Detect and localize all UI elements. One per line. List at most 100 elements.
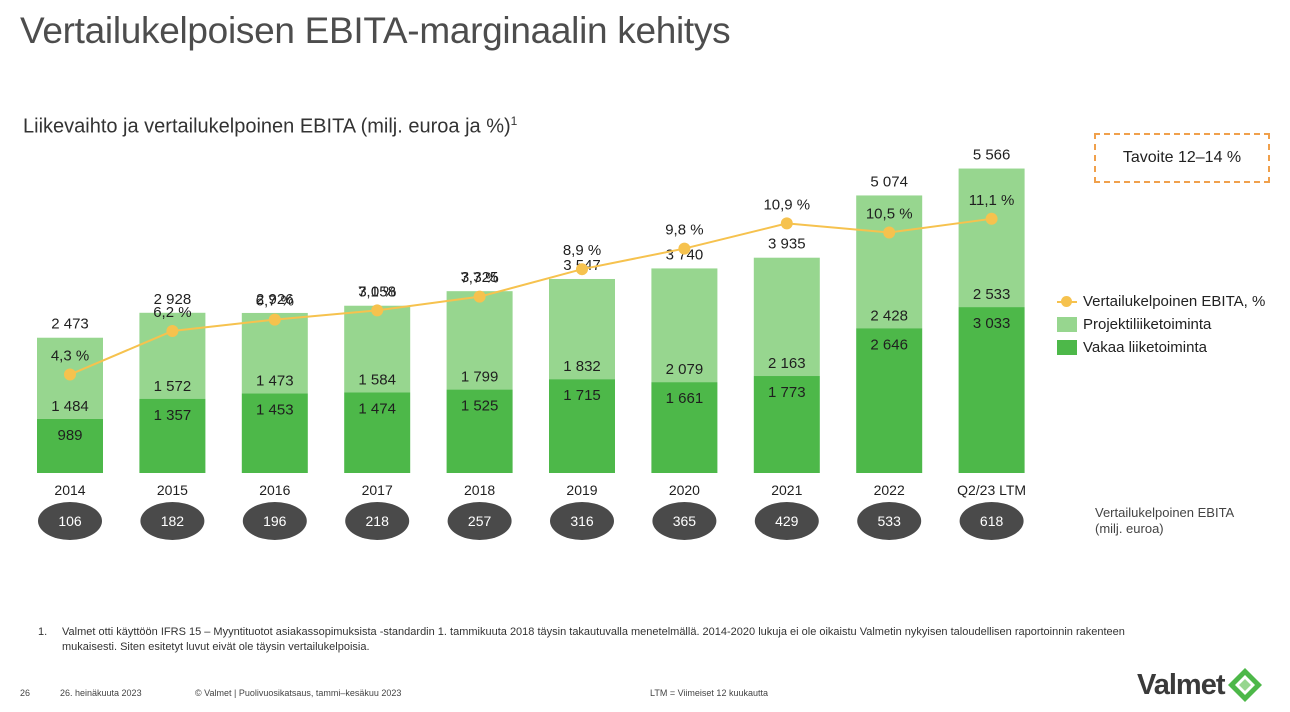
- ebita-label: 182: [161, 513, 185, 529]
- ebita-label: 257: [468, 513, 492, 529]
- stable-label: 1 525: [461, 398, 499, 415]
- project-swatch-icon: [1057, 317, 1077, 332]
- bar-stable: [651, 382, 718, 473]
- margin-label: 8,9 %: [563, 242, 601, 259]
- margin-line: [69, 217, 992, 376]
- bar-stable: [549, 379, 615, 473]
- project-label: 1 484: [51, 398, 89, 415]
- footnote-number: 1.: [38, 626, 48, 638]
- bar-stable: [37, 418, 103, 473]
- bar-project: [344, 305, 411, 393]
- project-label: 2 533: [973, 286, 1011, 303]
- margin-label: 7,7 %: [460, 270, 498, 287]
- category-label: 2019: [566, 482, 597, 498]
- category-label: 2020: [669, 482, 700, 498]
- category-label: 2017: [362, 482, 393, 498]
- margin-label: 9,8 %: [665, 222, 703, 239]
- legend-item-margin: Vertailukelpoinen EBITA, %: [1057, 290, 1265, 313]
- project-label: 1 584: [358, 371, 396, 388]
- total-label: 5 566: [973, 147, 1011, 164]
- footnote: 1. Valmet otti käyttöön IFRS 15 – Myynti…: [38, 625, 1178, 655]
- page-title: Vertailukelpoisen EBITA-marginaalin kehi…: [20, 10, 731, 51]
- ebita-label: 196: [263, 513, 287, 529]
- bar-stable: [753, 376, 820, 473]
- ebita-ellipse: [857, 502, 922, 540]
- total-label: 3 325: [461, 269, 499, 286]
- category-label: 2022: [874, 482, 905, 498]
- chart-subtitle: Liikevaihto ja vertailukelpoinen EBITA (…: [23, 114, 517, 139]
- ebita-ellipse: [550, 502, 614, 540]
- bar-stable: [856, 328, 923, 473]
- bar-stable: [241, 393, 308, 473]
- margin-label: 6,7 %: [256, 293, 294, 310]
- target-box: Tavoite 12–14 %: [1094, 133, 1270, 183]
- margin-point: [883, 226, 896, 239]
- bar-project: [856, 195, 923, 329]
- bar-project: [241, 312, 308, 394]
- project-label: 2 079: [666, 361, 704, 378]
- stable-label: 1 773: [768, 384, 806, 401]
- ebita-ellipse: [242, 502, 307, 540]
- category-label: 2014: [54, 482, 85, 498]
- margin-label: 4,3 %: [51, 348, 89, 365]
- project-label: 1 473: [256, 373, 294, 390]
- bar-stable: [958, 307, 1025, 473]
- ebita-ellipse: [959, 502, 1024, 540]
- bar-project: [958, 168, 1025, 308]
- project-label: 1 799: [461, 369, 499, 386]
- bar-project: [651, 268, 718, 383]
- stable-label: 989: [57, 427, 82, 444]
- bar-stable: [139, 398, 206, 473]
- stable-label: 1 453: [256, 402, 294, 419]
- stable-label: 3 033: [973, 315, 1011, 332]
- margin-label: 10,5 %: [866, 206, 913, 223]
- footnote-text: Valmet otti käyttöön IFRS 15 – Myyntituo…: [62, 626, 1125, 653]
- stable-label: 1 715: [563, 387, 601, 404]
- ebita-label: 365: [673, 513, 697, 529]
- stable-label: 2 646: [870, 336, 908, 353]
- project-label: 2 163: [768, 355, 806, 372]
- margin-point: [473, 290, 486, 303]
- stable-label: 1 357: [154, 407, 192, 424]
- legend-item-stable: Vakaa liiketoiminta: [1057, 336, 1265, 359]
- total-label: 3 058: [358, 284, 396, 301]
- ebita-label: 316: [570, 513, 594, 529]
- stable-label: 1 661: [666, 390, 704, 407]
- legend-label-project: Projektiliiketoiminta: [1083, 316, 1212, 333]
- ebita-label: 429: [775, 513, 799, 529]
- category-label: 2016: [259, 482, 290, 498]
- margin-point: [371, 304, 384, 317]
- margin-point: [985, 212, 998, 225]
- ebita-note: Vertailukelpoinen EBITA (milj. euroa): [1095, 505, 1234, 537]
- page-number: 26: [20, 688, 31, 698]
- ebita-ellipse: [345, 502, 410, 540]
- category-label: 2018: [464, 482, 495, 498]
- footer-source: © Valmet | Puolivuosikatsaus, tammi–kesä…: [195, 688, 402, 698]
- project-label: 2 428: [870, 307, 908, 324]
- ebita-note-line2: (milj. euroa): [1095, 521, 1164, 536]
- margin-point: [64, 368, 76, 381]
- total-label: 2 928: [154, 291, 192, 308]
- total-label: 3 935: [768, 236, 806, 253]
- category-label: Q2/23 LTM: [957, 482, 1026, 498]
- logo-text: Valmet: [1137, 668, 1225, 701]
- total-label: 2 926: [256, 291, 294, 308]
- margin-point: [678, 242, 691, 255]
- footer-date: 26. heinäkuuta 2023: [60, 688, 142, 698]
- total-label: 5 074: [870, 173, 908, 190]
- margin-point: [780, 217, 793, 230]
- ebita-ellipse: [652, 502, 717, 540]
- bar-stable: [344, 392, 411, 473]
- category-label: 2015: [157, 482, 188, 498]
- ebita-label: 533: [878, 513, 902, 529]
- margin-point: [166, 325, 179, 338]
- margin-point: [268, 313, 281, 326]
- chart-legend: Vertailukelpoinen EBITA, % Projektiliike…: [1057, 290, 1265, 359]
- margin-label: 6,2 %: [153, 304, 191, 321]
- stable-swatch-icon: [1057, 340, 1077, 355]
- footer-ltm-note: LTM = Viimeiset 12 kuukautta: [650, 688, 768, 698]
- project-label: 1 572: [154, 378, 192, 395]
- ebita-label: 618: [980, 513, 1004, 529]
- margin-label: 10,9 %: [763, 196, 810, 213]
